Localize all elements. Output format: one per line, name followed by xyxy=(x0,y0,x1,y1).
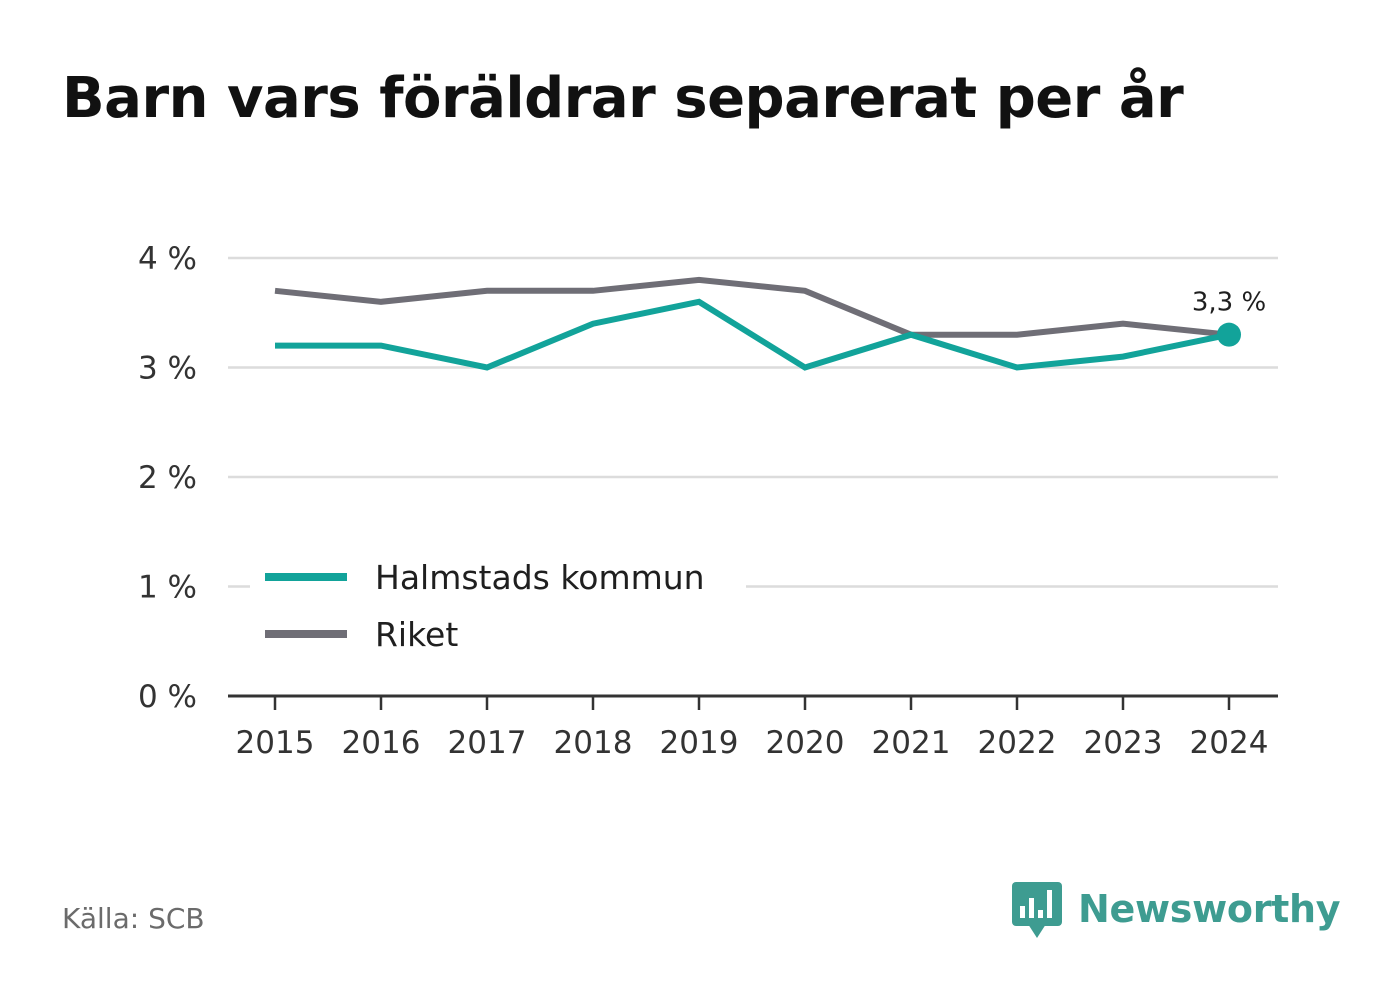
end-point-marker xyxy=(1217,322,1241,347)
brand-logo: Newsworthy xyxy=(1012,878,1341,940)
brand-name: Newsworthy xyxy=(1078,887,1341,931)
chart-title: Barn vars föräldrar separerat per år xyxy=(62,66,1184,131)
y-axis-labels: 0 % 1 % 2 % 3 % 4 % xyxy=(138,241,197,715)
legend: Halmstads kommun Riket xyxy=(250,545,746,670)
source-note: Källa: SCB xyxy=(62,902,205,935)
x-axis xyxy=(228,694,1278,710)
x-tick-label: 2018 xyxy=(554,725,633,761)
x-tick-label: 2024 xyxy=(1190,725,1269,761)
legend-background xyxy=(250,545,746,670)
gridlines xyxy=(228,256,1278,588)
bar-chart-speech-bubble-icon xyxy=(1012,882,1062,938)
x-tick-label: 2019 xyxy=(660,725,739,761)
series-line xyxy=(274,276,1230,338)
y-tick-label: 1 % xyxy=(138,570,197,606)
y-tick-label: 0 % xyxy=(138,679,197,715)
annotations: 3,3 % xyxy=(1192,288,1266,347)
legend-label: Riket xyxy=(375,615,458,654)
y-tick-label: 4 % xyxy=(138,241,197,277)
x-tick-label: 2021 xyxy=(872,725,951,761)
x-tick-label: 2020 xyxy=(766,725,845,761)
x-tick-label: 2016 xyxy=(342,725,421,761)
end-point-label: 3,3 % xyxy=(1192,288,1266,318)
x-tick-label: 2022 xyxy=(978,725,1057,761)
legend-label: Halmstads kommun xyxy=(375,558,705,597)
y-tick-label: 2 % xyxy=(138,460,197,496)
x-tick-label: 2015 xyxy=(236,725,315,761)
series-lines xyxy=(274,276,1230,371)
x-tick-label: 2017 xyxy=(448,725,527,761)
x-tick-label: 2023 xyxy=(1084,725,1163,761)
x-axis-labels: 2015 2016 2017 2018 2019 2020 2021 2022 2023 2024 xyxy=(236,725,1269,761)
y-tick-label: 3 % xyxy=(138,351,197,387)
series-line xyxy=(275,298,1230,371)
